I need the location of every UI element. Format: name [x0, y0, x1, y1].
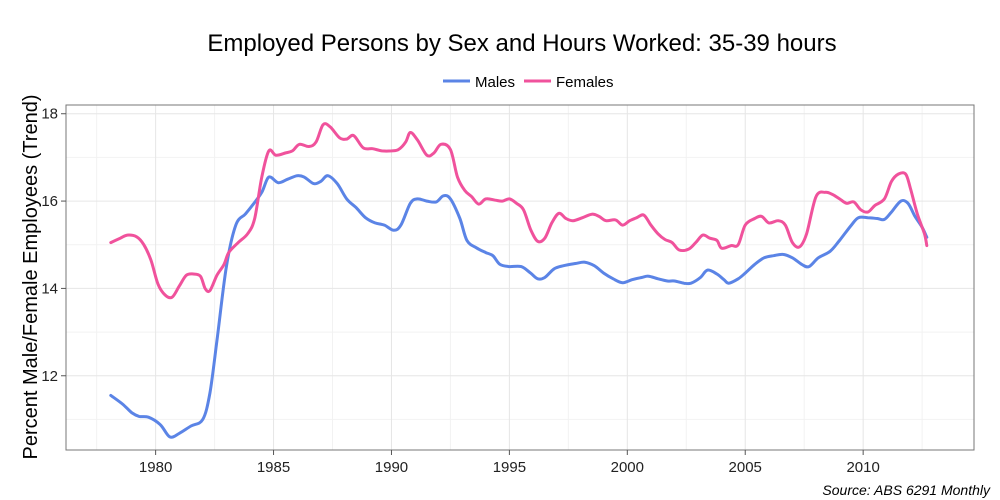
- x-tick-label: 1990: [375, 459, 408, 476]
- source-note: Source: ABS 6291 Monthly: [822, 482, 991, 498]
- x-tick-label: 1995: [493, 459, 526, 476]
- y-axis: 12 14 16 18: [41, 106, 66, 385]
- grid-minor: [66, 105, 974, 450]
- series-line-males: [109, 174, 929, 439]
- x-tick-label: 1985: [257, 459, 290, 476]
- series-line-females: [109, 122, 929, 300]
- legend: Males Females: [443, 74, 614, 91]
- legend-label-males: Males: [475, 74, 515, 91]
- x-tick-label: 2005: [729, 459, 762, 476]
- y-axis-label: Percent Male/Female Employees (Trend): [20, 95, 42, 460]
- y-tick-label: 14: [41, 280, 58, 297]
- chart-title: Employed Persons by Sex and Hours Worked…: [207, 30, 836, 57]
- y-tick-label: 16: [41, 193, 58, 210]
- x-tick-label: 1980: [139, 459, 172, 476]
- x-tick-label: 2010: [846, 459, 879, 476]
- series-lines: [109, 122, 929, 439]
- y-tick-label: 12: [41, 368, 58, 385]
- legend-label-females: Females: [556, 74, 614, 91]
- y-tick-label: 18: [41, 106, 58, 123]
- x-tick-label: 2000: [611, 459, 644, 476]
- x-axis: 1980 1985 1990 1995 2000 2005 2010: [139, 450, 880, 476]
- plot-border: [65, 104, 975, 451]
